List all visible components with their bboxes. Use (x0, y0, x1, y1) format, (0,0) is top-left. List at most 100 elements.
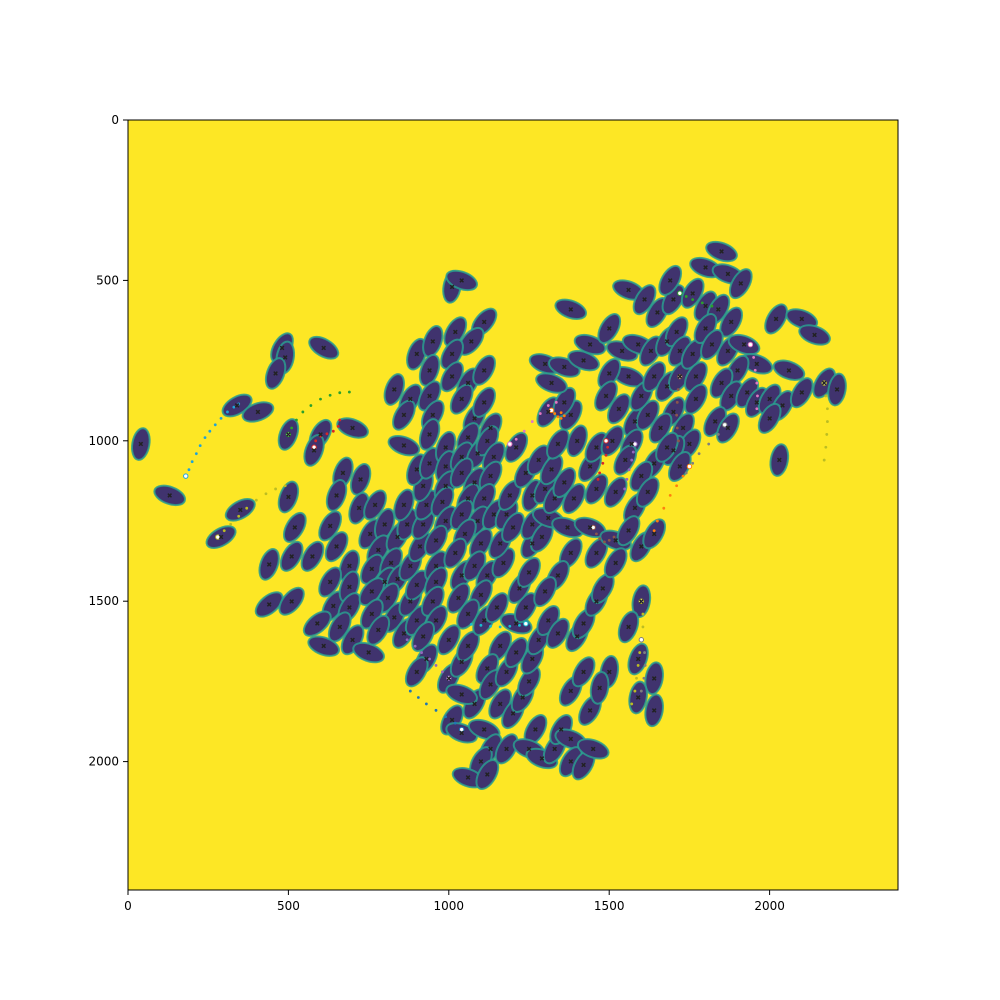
cell-centroid-marker: ✖ (462, 530, 468, 538)
cell-centroid-marker: ✖ (549, 380, 555, 388)
track-point (826, 407, 829, 411)
cell-centroid-marker: ✖ (266, 601, 272, 609)
track-point (479, 623, 483, 627)
cell-centroid-marker: ✖ (414, 466, 420, 474)
track-point (675, 400, 679, 404)
cell-blob (597, 313, 622, 345)
cell-centroid-marker: ✖ (581, 761, 587, 769)
cell-centroid-marker: ✖ (542, 485, 548, 493)
cell-centroid-marker: ✖ (529, 521, 535, 529)
cell-centroid-marker: ✖ (427, 460, 433, 468)
cell-blob (769, 443, 790, 477)
cell-centroid-marker: ✖ (465, 643, 471, 651)
cell-blob (336, 417, 369, 439)
cell-blob (258, 548, 280, 581)
cell-centroid-marker: ✖ (472, 562, 478, 570)
cell-centroid-marker: ✖ (542, 360, 548, 368)
cell-centroid-marker: ✖ (821, 380, 827, 388)
cell-centroid-marker: ✖ (619, 348, 625, 356)
cell-centroid-marker: ✖ (581, 620, 587, 628)
cell-centroid-marker: ✖ (334, 492, 340, 500)
track-point (319, 397, 322, 401)
cell-centroid-marker: ✖ (459, 453, 465, 461)
trajectory-track (677, 290, 720, 311)
track-point (607, 538, 611, 542)
cell-centroid-marker: ✖ (574, 437, 580, 445)
cell-centroid-marker: ✖ (465, 495, 471, 503)
trajectory-track (747, 341, 759, 411)
cell-blob (404, 656, 429, 688)
cell-centroid-marker: ✖ (510, 524, 516, 532)
y-tick-1500: 1500 (88, 594, 128, 608)
cell-blob (278, 586, 305, 616)
trajectory-track (623, 441, 638, 491)
track-point (523, 621, 529, 627)
track-point (229, 522, 233, 526)
track-point (441, 670, 444, 674)
cell-blob (635, 476, 660, 508)
cell-blob (449, 383, 474, 415)
track-point (301, 410, 305, 414)
cell-blob (517, 556, 541, 588)
track-point (222, 529, 226, 533)
track-point (428, 657, 431, 661)
cell-blob (387, 434, 421, 457)
cell-blob (349, 463, 372, 496)
cell-centroid-marker: ✖ (545, 408, 551, 416)
cell-blob (552, 386, 577, 418)
track-point (691, 461, 695, 465)
cell-centroid-marker: ✖ (507, 492, 513, 500)
cell-centroid-marker: ✖ (346, 583, 352, 591)
track-point (822, 458, 826, 462)
cell-centroid-marker: ✖ (327, 522, 333, 530)
track-point (638, 637, 645, 643)
cell-centroid-marker: ✖ (414, 351, 420, 359)
cell-centroid-marker: ✖ (430, 598, 436, 606)
trajectory-track (638, 637, 647, 693)
cell-centroid-marker: ✖ (443, 482, 449, 490)
track-point (632, 441, 638, 447)
cell-centroid-marker: ✖ (513, 620, 519, 628)
cell-centroid-marker: ✖ (545, 617, 551, 625)
cell-blob (392, 399, 416, 431)
cell-centroid-marker: ✖ (606, 325, 612, 333)
cell-centroid-marker: ✖ (799, 315, 805, 323)
cell-blob (554, 298, 588, 320)
cell-centroid-marker: ✖ (367, 530, 373, 538)
cell-centroid-marker: ✖ (776, 457, 782, 465)
track-point (643, 664, 647, 667)
track-point (824, 394, 828, 398)
cell-centroid-marker: ✖ (680, 425, 686, 433)
cell-centroid-marker: ✖ (481, 399, 487, 407)
cell-centroid-marker: ✖ (526, 569, 532, 577)
track-point (194, 452, 198, 456)
cell-centroid-marker: ✖ (651, 530, 657, 538)
cell-centroid-marker: ✖ (670, 296, 676, 304)
cell-centroid-marker: ✖ (273, 370, 279, 378)
cell-centroid-marker: ✖ (561, 364, 567, 372)
track-point (538, 412, 542, 415)
track-point (675, 426, 679, 430)
cell-centroid-marker: ✖ (610, 437, 616, 445)
cell-centroid-marker: ✖ (375, 627, 381, 635)
cell-blob (627, 642, 649, 676)
y-tick-2000: 2000 (88, 755, 128, 769)
track-point (825, 433, 829, 436)
cell-centroid-marker: ✖ (488, 745, 494, 753)
track-point (642, 676, 646, 680)
cell-centroid-marker: ✖ (414, 582, 420, 590)
y-tick-label: 500 (96, 273, 119, 287)
cell-centroid-marker: ✖ (587, 463, 593, 471)
cell-centroid-marker: ✖ (568, 688, 574, 696)
y-tick-1000: 1000 (88, 434, 128, 448)
cell-centroid-marker: ✖ (690, 351, 696, 359)
cell-centroid-marker: ✖ (420, 482, 426, 490)
track-point (413, 644, 417, 648)
cell-centroid-marker: ✖ (401, 630, 407, 638)
track-point (697, 452, 701, 456)
cell-centroid-marker: ✖ (427, 392, 433, 400)
cell-centroid-marker: ✖ (703, 264, 709, 272)
cell-centroid-marker: ✖ (484, 437, 490, 445)
cell-centroid-marker: ✖ (407, 562, 413, 570)
